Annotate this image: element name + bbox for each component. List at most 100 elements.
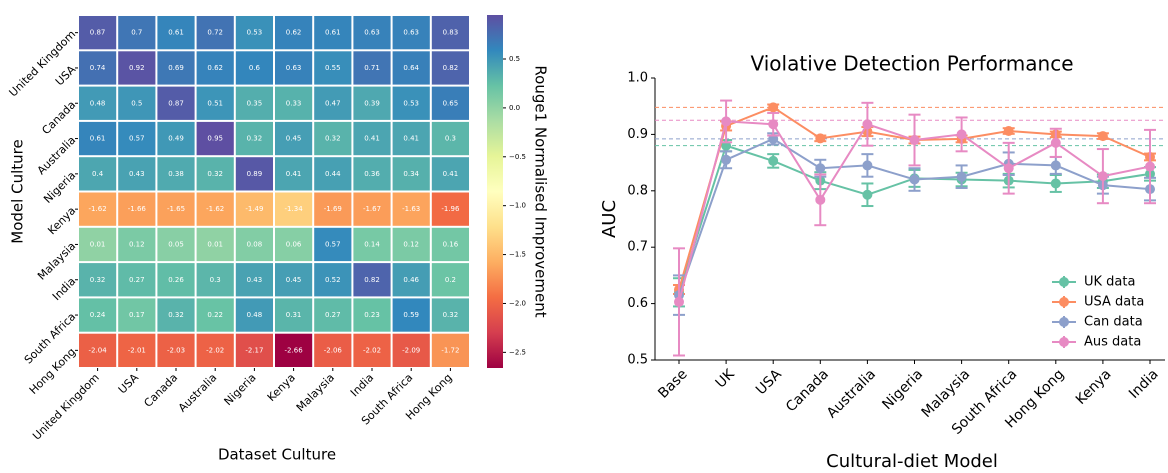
cell-label: 0.62 bbox=[286, 29, 302, 37]
heatmap-cell bbox=[157, 227, 195, 262]
y-tick-label: Nigeria bbox=[41, 169, 78, 206]
point bbox=[674, 296, 684, 307]
legend-label: UK data bbox=[1084, 275, 1135, 290]
cell-label: 0.64 bbox=[403, 64, 419, 72]
point bbox=[1050, 137, 1061, 148]
cell-label: -2.17 bbox=[245, 346, 263, 354]
point bbox=[956, 171, 967, 182]
heatmap-cell bbox=[157, 86, 195, 120]
heatmap-cell bbox=[235, 16, 273, 50]
x-tick-label: India bbox=[1126, 366, 1162, 402]
heatmap-cell bbox=[235, 157, 273, 191]
cell-label: 0.31 bbox=[286, 311, 302, 319]
cell-label: 0.32 bbox=[443, 311, 459, 319]
legend-label: Can data bbox=[1084, 315, 1143, 330]
cell-label: -2.04 bbox=[89, 346, 108, 354]
cell-label: 0.3 bbox=[210, 276, 221, 284]
cell-label: 0.45 bbox=[286, 276, 302, 284]
heatmap-cell bbox=[196, 298, 234, 332]
heatmap-cell bbox=[118, 298, 156, 332]
cell-label: 0.12 bbox=[129, 240, 145, 248]
point bbox=[1050, 178, 1061, 189]
heatmap-cell bbox=[392, 263, 430, 297]
cell-label: 0.35 bbox=[247, 99, 263, 107]
cell-label: -1.65 bbox=[167, 205, 185, 213]
heatmap-cell bbox=[79, 333, 117, 367]
point bbox=[1097, 171, 1108, 182]
point bbox=[721, 154, 732, 165]
heatmap-cell bbox=[79, 51, 117, 85]
cell-label: -1.63 bbox=[402, 205, 420, 213]
cell-label: 0.62 bbox=[207, 64, 223, 72]
heatmap-cell bbox=[353, 157, 391, 191]
heatmap-cell bbox=[392, 333, 430, 367]
x-tick-label: Kenya bbox=[265, 371, 298, 404]
cell-label: 0.74 bbox=[90, 64, 106, 72]
heatmap-cell bbox=[275, 51, 313, 85]
heatmap: 0.87 0.7 0.61 0.72 0.53 0.62 0.61 0.63 0.63 0.83 0… bbox=[79, 16, 469, 367]
heatmap-cell bbox=[157, 157, 195, 191]
y-tick-label: Canada bbox=[39, 98, 78, 137]
cell-label: 0.53 bbox=[247, 29, 263, 37]
y-axis-label: Model Culture bbox=[9, 139, 27, 243]
cell-label: 0.57 bbox=[325, 240, 341, 248]
y-axis-label: AUC bbox=[599, 200, 620, 238]
heatmap-cell bbox=[275, 157, 313, 191]
heatmap-cell bbox=[353, 121, 391, 156]
cell-label: 0.51 bbox=[207, 99, 223, 107]
cell-label: 0.87 bbox=[90, 29, 106, 37]
cell-label: 0.22 bbox=[207, 311, 223, 319]
cell-label: 0.01 bbox=[207, 240, 223, 248]
y-tick-label: Kenya bbox=[45, 204, 78, 237]
cell-label: -1.62 bbox=[89, 205, 107, 213]
cell-label: 0.52 bbox=[325, 276, 341, 284]
heatmap-cell bbox=[275, 16, 313, 50]
heatmap-cell bbox=[196, 86, 234, 120]
cell-label: 0.49 bbox=[168, 135, 184, 143]
heatmap-cell bbox=[196, 227, 234, 262]
cell-label: 0.41 bbox=[286, 170, 302, 178]
cell-label: 0.32 bbox=[90, 276, 106, 284]
colorbar-tick-label: −1.0 bbox=[509, 202, 526, 210]
heatmap-cell bbox=[353, 263, 391, 297]
heatmap-cell bbox=[118, 333, 156, 367]
heatmap-cell bbox=[353, 192, 391, 226]
cell-label: -1.96 bbox=[441, 205, 460, 213]
x-tick-label: Canada bbox=[141, 371, 180, 410]
heatmap-cell bbox=[235, 86, 273, 120]
cell-label: 0.61 bbox=[90, 135, 106, 143]
heatmap-cell bbox=[392, 51, 430, 85]
x-axis-label: Dataset Culture bbox=[218, 446, 336, 464]
cell-label: -2.01 bbox=[128, 346, 146, 354]
point bbox=[862, 160, 873, 171]
heatmap-cell bbox=[118, 121, 156, 156]
heatmap-cell bbox=[157, 16, 195, 50]
legend-label: Aus data bbox=[1084, 335, 1141, 350]
y-tick-label: Australia bbox=[35, 134, 79, 178]
y-tick-label: India bbox=[50, 275, 78, 303]
cell-label: -1.69 bbox=[324, 205, 342, 213]
x-tick-label: Canada bbox=[783, 366, 832, 415]
heatmap-cell bbox=[118, 86, 156, 120]
cell-label: 0.47 bbox=[325, 99, 341, 107]
heatmap-cell bbox=[314, 121, 352, 156]
heatmap-cell bbox=[79, 157, 117, 191]
y-tick-label: 1.0 bbox=[627, 71, 648, 86]
cell-label: -1.72 bbox=[441, 346, 459, 354]
heatmap-cell bbox=[196, 16, 234, 50]
heatmap-cell bbox=[118, 157, 156, 191]
heatmap-cell bbox=[235, 227, 273, 262]
heatmap-cell bbox=[275, 227, 313, 262]
cell-label: -1.66 bbox=[128, 205, 147, 213]
heatmap-cell bbox=[79, 121, 117, 156]
heatmap-cell bbox=[235, 333, 273, 367]
heatmap-cell bbox=[392, 16, 430, 50]
heatmap-cell bbox=[431, 333, 469, 367]
colorbar-tick-label: 0.5 bbox=[509, 55, 520, 63]
point bbox=[1003, 163, 1014, 174]
colorbar-tick-label: −0.5 bbox=[509, 153, 526, 161]
y-tick-label: 0.5 bbox=[627, 353, 648, 368]
heatmap-cell bbox=[314, 192, 352, 226]
cell-label: 0.44 bbox=[325, 170, 341, 178]
cell-label: -2.02 bbox=[363, 346, 381, 354]
